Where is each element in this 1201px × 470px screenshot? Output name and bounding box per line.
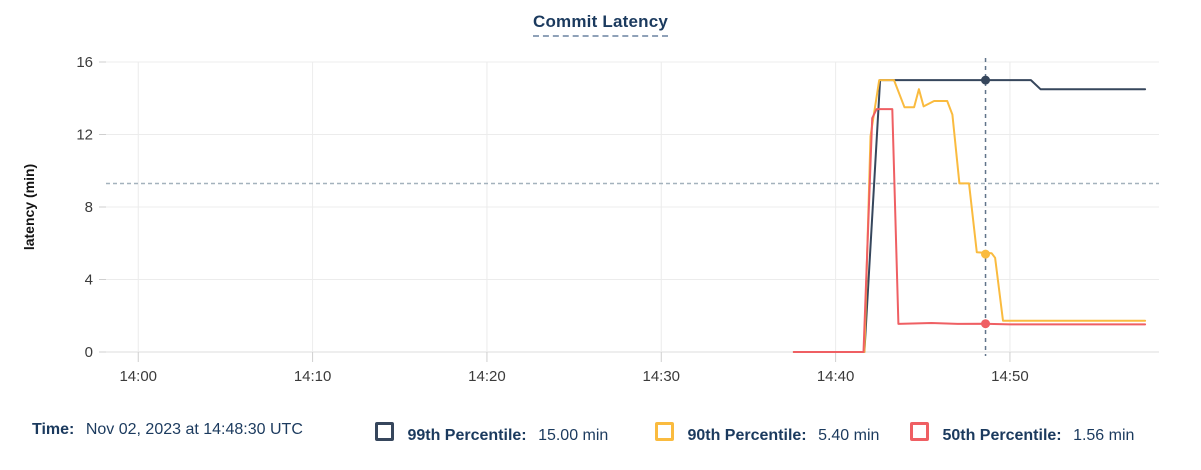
y-tick-label: 16	[76, 54, 93, 71]
legend-item-99th-percentile[interactable]: 99th Percentile: 15.00 min	[375, 421, 608, 445]
axis-tick-labels: 0 4 8 12 16 14:00 14:10 14:20 14:30 14:40 14:50	[76, 54, 1028, 385]
latency-chart: 0 4 8 12 16 14:00 14:10 14:20 14:30 14:40 14:50 la…	[21, 54, 1159, 385]
x-tick-label: 14:20	[468, 368, 506, 385]
legend-item-90th-percentile[interactable]: 90th Percentile: 5.40 min	[655, 421, 879, 445]
x-tick-label: 14:30	[642, 368, 680, 385]
y-axis-label: latency (min)	[21, 164, 37, 250]
p90-swatch	[655, 422, 674, 441]
p99-swatch	[375, 422, 394, 441]
x-tick-label: 14:00	[119, 368, 157, 385]
axis-tick-marks	[99, 61, 1011, 362]
legend-label: 90th Percentile:	[687, 427, 807, 444]
chart-title-row: Commit Latency	[0, 12, 1201, 37]
chart-title[interactable]: Commit Latency	[532, 12, 669, 37]
legend-time: Time: Nov 02, 2023 at 14:48:30 UTC	[32, 421, 303, 439]
x-tick-label: 14:40	[817, 368, 855, 385]
y-tick-label: 0	[85, 344, 93, 361]
y-tick-label: 12	[76, 127, 93, 144]
legend-time-value: Nov 02, 2023 at 14:48:30 UTC	[85, 421, 303, 438]
legend-bar: Time: Nov 02, 2023 at 14:48:30 UTC 99th …	[0, 421, 1201, 449]
cursor-dot-50th-percentile	[981, 319, 991, 329]
legend-time-label: Time:	[32, 421, 75, 438]
legend-label: 50th Percentile:	[942, 427, 1062, 444]
y-tick-label: 4	[85, 272, 93, 289]
x-tick-label: 14:10	[294, 368, 332, 385]
series-line-50th-percentile[interactable]	[792, 108, 1147, 353]
axis-gridlines	[106, 61, 1159, 353]
legend-value: 1.56 min	[1073, 427, 1135, 444]
cursor-dot-99th-percentile	[981, 75, 991, 85]
series-line-90th-percentile[interactable]	[792, 79, 1147, 353]
p50-swatch	[910, 422, 929, 441]
legend-value: 5.40 min	[818, 427, 880, 444]
series-lines	[792, 75, 1147, 353]
y-tick-label: 8	[85, 199, 93, 216]
legend-label: 99th Percentile:	[407, 427, 527, 444]
legend-value: 15.00 min	[538, 427, 609, 444]
legend-item-50th-percentile[interactable]: 50th Percentile: 1.56 min	[910, 421, 1134, 445]
annotation-lines	[106, 58, 1159, 356]
x-tick-label: 14:50	[991, 368, 1029, 385]
cursor-dot-90th-percentile	[981, 249, 991, 259]
plot-area[interactable]	[106, 62, 1159, 352]
